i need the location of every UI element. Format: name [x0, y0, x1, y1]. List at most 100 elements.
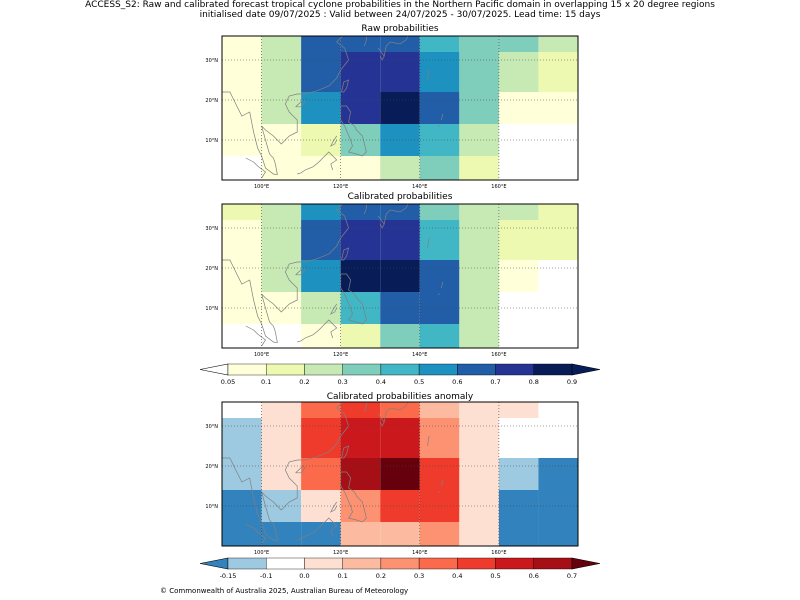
heatmap-cell: [222, 140, 262, 156]
heatmap-cell: [498, 324, 539, 348]
heatmap-cell: [222, 60, 262, 92]
heatmap-cell: [222, 324, 262, 348]
heatmap-cell: [301, 292, 341, 308]
heatmap-cell: [498, 522, 539, 546]
colorbar-tick-label: 0.5: [414, 378, 424, 386]
y-tick-label: 10°N: [205, 504, 218, 510]
heatmap-cell: [301, 426, 341, 458]
coastline: [222, 457, 278, 542]
colorbar-segment: [457, 557, 496, 570]
heatmap-cell: [498, 124, 539, 140]
heatmap-cell: [538, 426, 578, 458]
heatmap-cell: [538, 36, 578, 52]
heatmap-cell: [380, 52, 420, 60]
colorbar-under-extension: [199, 363, 229, 376]
heatmap-cell: [301, 308, 341, 324]
coastline: [437, 293, 440, 296]
coastline: [340, 471, 367, 523]
heatmap-cell: [301, 490, 341, 506]
coastline: [295, 465, 306, 474]
heatmap-cell: [419, 124, 460, 140]
heatmap-cell: [419, 156, 460, 180]
heatmap-cell: [222, 522, 262, 546]
heatmap-cell: [340, 124, 381, 140]
colorbar-tick-label: 0.2: [376, 572, 386, 580]
heatmap-cell: [380, 228, 420, 260]
coastline: [330, 135, 338, 147]
heatmap-cell: [498, 260, 539, 292]
coastline: [222, 91, 278, 176]
probability-colorbar: 0.05 0.1 0.2 0.3 0.4 0.5 0.6 0.7 0.8 0.9: [199, 363, 601, 386]
y-tick-label: 30°N: [205, 424, 218, 430]
heatmap-cell: [419, 402, 460, 418]
colorbar-tick-label: -0.1: [260, 572, 273, 580]
heatmap-cell: [222, 506, 262, 522]
coastline: [297, 319, 338, 343]
colorbar-segment: [227, 363, 267, 376]
heatmap-cell: [261, 260, 302, 292]
heatmap-cell: [419, 60, 460, 92]
heatmap-cell: [498, 52, 539, 60]
heatmap-cell: [380, 308, 420, 324]
heatmap-cell: [538, 204, 578, 220]
heatmap-cell: [459, 36, 499, 52]
heatmap-cell: [419, 458, 460, 490]
heatmap-cell: [380, 426, 420, 458]
heatmap-cell: [498, 92, 539, 124]
heatmap-cell: [538, 292, 578, 308]
coastline: [437, 125, 440, 128]
coastline: [340, 273, 367, 325]
heatmap-cell: [498, 490, 539, 506]
x-tick-label: 120°E: [333, 550, 348, 556]
heatmap-cell: [261, 204, 302, 220]
colorbar-segment: [304, 363, 343, 376]
heatmap-cell: [301, 36, 341, 52]
heatmap-cell: [498, 506, 539, 522]
colorbar-tick-label: 0.6: [529, 572, 539, 580]
colorbar-segment: [418, 557, 458, 570]
coastline: [441, 113, 444, 121]
heatmap-cell: [419, 92, 460, 124]
coastline: [261, 401, 349, 541]
coastline: [340, 105, 367, 157]
colorbar-tick-label: 0.6: [452, 378, 462, 386]
heatmap-cell: [380, 418, 420, 426]
heatmap-cell: [380, 506, 420, 522]
coastline: [364, 204, 367, 215]
heatmap-cell: [459, 308, 499, 324]
heatmap-cell: [380, 324, 420, 348]
heatmap-cell: [498, 292, 539, 308]
heatmap-cell: [459, 292, 499, 308]
heatmap-cell: [301, 458, 341, 490]
coastline: [379, 421, 385, 427]
x-tick-label: 100°E: [254, 184, 269, 190]
heatmap-cell: [222, 204, 262, 220]
heatmap-cell: [261, 308, 302, 324]
heatmap-panel-1: 100°E 120°E 140°E 160°E 30°N 20°N 10°N: [205, 35, 579, 190]
heatmap-cell: [419, 308, 460, 324]
heatmap-cell: [340, 522, 381, 546]
heatmap-cell: [538, 402, 578, 418]
x-tick-label: 100°E: [254, 550, 269, 556]
heatmap-cell: [301, 124, 341, 140]
heatmap-cell: [340, 260, 381, 292]
coastline: [379, 223, 385, 229]
heatmap-cell: [340, 292, 381, 308]
heatmap-cell: [222, 490, 262, 506]
copyright-footer: © Commonwealth of Australia 2025, Austra…: [160, 587, 409, 595]
heatmap-cell: [380, 292, 420, 308]
heatmap-cell: [261, 402, 302, 418]
heatmap-cell: [538, 418, 578, 426]
heatmap-cell: [498, 418, 539, 426]
heatmap-cell: [222, 52, 262, 60]
heatmap-cell: [222, 36, 262, 52]
coastline: [297, 517, 338, 541]
heatmap-cell: [419, 522, 460, 546]
heatmap-cell: [419, 506, 460, 522]
heatmap-cell: [380, 522, 420, 546]
heatmap-cell: [340, 402, 381, 418]
coastline: [364, 402, 367, 413]
heatmap-cell: [538, 490, 578, 506]
anomaly-panel-title: Calibrated probabilities anomaly: [326, 392, 474, 402]
